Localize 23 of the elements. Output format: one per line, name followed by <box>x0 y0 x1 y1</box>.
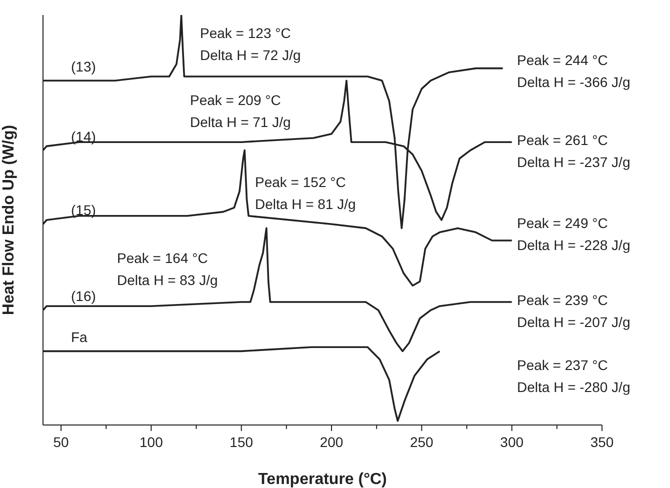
annotation: Peak = 237 °C Delta H = -280 J/g <box>517 357 630 395</box>
series-label: Fa <box>71 329 88 346</box>
annotation: Peak = 239 °C Delta H = -207 J/g <box>517 292 630 330</box>
series-label: (15) <box>71 202 96 218</box>
x-tick-label: 200 <box>320 434 344 450</box>
annotation: Peak = 123 °C Delta H = 72 J/g <box>200 25 301 63</box>
x-tick-label: 250 <box>410 434 434 450</box>
annotation: Peak = 152 °C Delta H = 81 J/g <box>255 174 356 212</box>
series-label: (14) <box>71 128 96 144</box>
y-axis-title: Heat Flow Endo Up (W/g) <box>0 124 18 316</box>
x-tick-label: 50 <box>53 434 70 450</box>
x-tick-label: 100 <box>140 434 164 450</box>
x-axis-title: Temperature (°C) <box>258 471 387 488</box>
annotation: Peak = 249 °C Delta H = -228 J/g <box>517 215 630 253</box>
x-tick-label: 150 <box>230 434 254 450</box>
series-label: (16) <box>71 288 96 304</box>
x-tick-label: 350 <box>590 434 614 450</box>
annotation: Peak = 244 °C Delta H = -366 J/g <box>517 52 630 90</box>
series-label: (13) <box>71 58 96 75</box>
annotation: Peak = 209 °C Delta H = 71 J/g <box>190 92 291 130</box>
x-tick-label: 300 <box>500 434 524 450</box>
annotation: Peak = 164 °C Delta H = 83 J/g <box>117 250 218 288</box>
annotation: Peak = 261 °C Delta H = -237 J/g <box>517 132 630 170</box>
